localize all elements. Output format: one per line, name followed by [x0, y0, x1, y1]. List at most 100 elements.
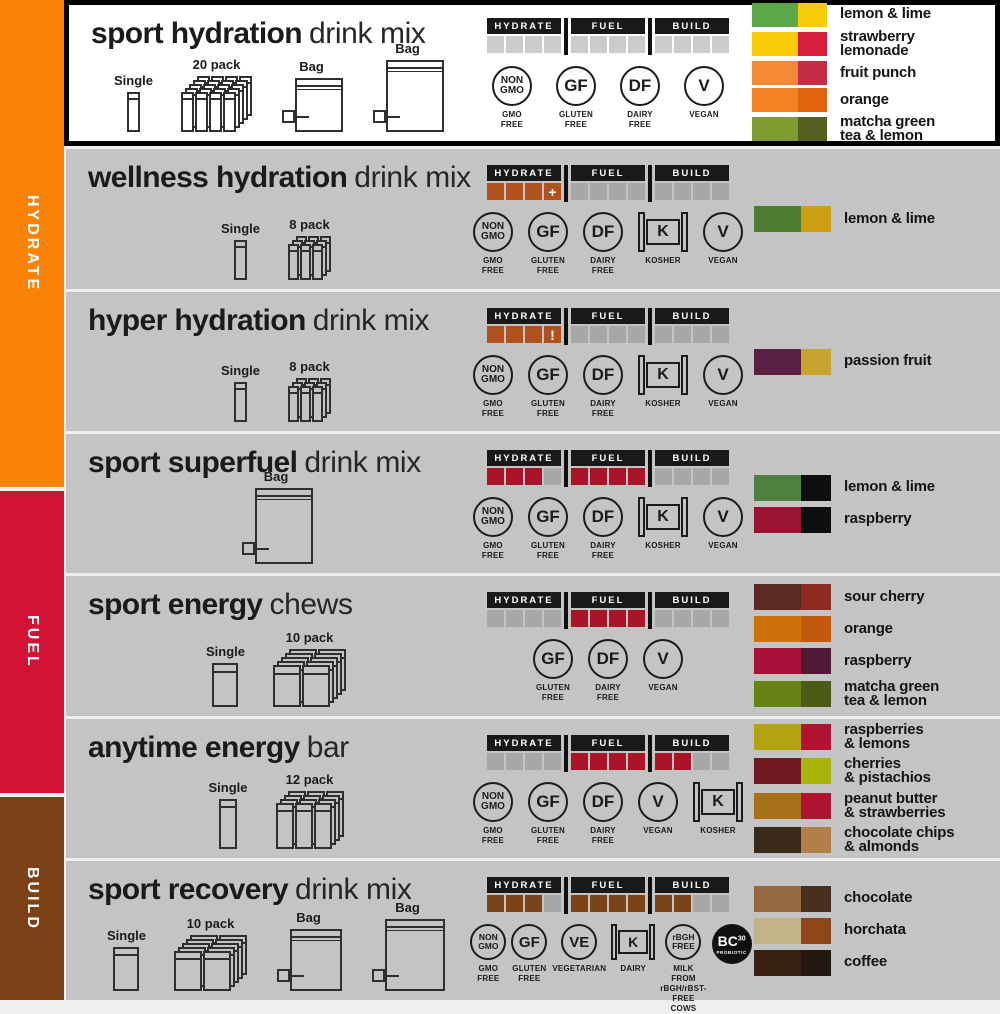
package-art-bag-l	[373, 60, 444, 132]
product-name-light: drink mix	[312, 304, 430, 337]
flavor-swatch	[752, 31, 827, 56]
package-label: Single	[205, 644, 245, 659]
flavor-label: sour cherry	[844, 587, 925, 605]
flavor-item: matcha green tea & lemon	[754, 679, 939, 709]
flavor-swatch	[754, 647, 831, 674]
meter-square	[674, 753, 691, 770]
flavor-list: sour cherry orange raspberry matcha green t…	[754, 576, 939, 716]
meter-squares	[655, 183, 729, 200]
badge-ve: VE VEGETARIAN	[552, 924, 606, 974]
meter-squares	[571, 183, 645, 200]
non-gmo-icon: NON GMO	[473, 782, 513, 822]
package-label: Single	[208, 780, 248, 795]
flavor-swatch-right	[801, 206, 831, 232]
flavor-label: chocolate	[844, 889, 913, 907]
package-art-pouch-sm	[113, 947, 140, 991]
product-row-sport-energy: sport energy chews Single 10 pack HYDRATE FUE…	[66, 576, 1000, 716]
badge-label: VEGAN	[708, 541, 738, 550]
df-icon: DF	[583, 782, 623, 822]
package-tube-8: 8 pack	[288, 359, 331, 422]
flavor-swatch	[754, 885, 831, 912]
badge-df: DF DAIRY FREE	[583, 355, 623, 419]
scoop	[372, 969, 399, 982]
package-group: Bag	[70, 469, 482, 564]
meter-squares	[571, 753, 645, 770]
meter-square: +	[544, 183, 561, 200]
meter-square	[712, 183, 729, 200]
nutrition-meter: HYDRATE! FUEL BUILD	[487, 308, 729, 345]
sidebar-label: HYDRATE	[24, 194, 41, 293]
meter-squares	[571, 610, 645, 627]
meter-header: BUILD	[655, 308, 729, 324]
package-art-bag-xl	[241, 488, 313, 564]
package-label: 20 pack	[192, 57, 241, 72]
v-icon: V	[703, 497, 743, 537]
sidebar-band-hydrate: HYDRATE	[0, 0, 64, 487]
product-name-bold: hyper hydration	[88, 304, 306, 337]
flavor-swatch-right	[801, 583, 831, 610]
badge-label: GMO FREE	[500, 110, 524, 129]
badge-kosher: K KOSHER	[638, 497, 688, 551]
meter-squares	[655, 753, 729, 770]
meter-squares	[655, 36, 729, 53]
package-tube: Single	[114, 73, 153, 132]
sidebar-band-fuel: FUEL	[0, 491, 64, 793]
meter-square	[525, 753, 542, 770]
package-bag-m7: Bag	[275, 910, 342, 991]
gf-icon: GF	[511, 924, 548, 960]
package-label: 8 pack	[289, 217, 330, 232]
badge-label: DAIRY FREE	[590, 541, 616, 560]
meter-square	[609, 753, 626, 770]
package-art-tube	[233, 240, 247, 280]
meter-header: BUILD	[655, 450, 729, 466]
kosher-scroll-icon: K	[638, 212, 688, 252]
badge-label: VEGAN	[689, 110, 719, 119]
flavor-item: raspberries & lemons	[754, 722, 954, 752]
meter-square	[544, 753, 561, 770]
flavor-swatch-right	[801, 474, 831, 501]
product-name-light: drink mix	[354, 161, 471, 194]
package-pouch-10: 10 pack	[273, 630, 346, 707]
badge-non-gmo: NON GMO GMO FREE	[473, 212, 513, 276]
product-title: wellness hydration drink mix	[88, 161, 471, 195]
badge-label: GMO FREE	[481, 256, 505, 275]
flavor-item: orange	[752, 88, 935, 112]
flavor-item: strawberry lemonade	[752, 29, 935, 59]
flavor-swatch-right	[801, 885, 831, 912]
package-art-tube-20	[181, 76, 252, 132]
badge-label: GMO FREE	[481, 399, 505, 418]
meter-square	[609, 468, 626, 485]
badge-v: V VEGAN	[638, 782, 678, 836]
scoop	[241, 542, 269, 555]
non-gmo-icon: NON GMO	[473, 497, 513, 537]
product-name-bold: sport superfuel	[88, 446, 298, 479]
meter-header: FUEL	[571, 18, 645, 34]
badge-bc30: BC30 PROBIOTIC	[711, 924, 752, 964]
badge-label: KOSHER	[645, 399, 681, 408]
certification-badges: NON GMO GMO FREE GF GLUTEN FREE DF DAIRY FREE…	[473, 497, 743, 561]
meter-square	[487, 326, 504, 343]
meter-square	[571, 183, 588, 200]
flavor-swatch	[754, 615, 831, 642]
flavor-label: lemon & lime	[844, 209, 935, 227]
flavor-swatch-left	[752, 31, 798, 56]
flavor-swatch-right	[798, 88, 827, 112]
v-icon: V	[638, 782, 678, 822]
meter-square	[655, 610, 672, 627]
flavor-label: cherries & pistachios	[844, 755, 931, 787]
badge-label: GMO FREE	[481, 826, 505, 845]
gf-icon: GF	[528, 212, 568, 252]
package-label: 12 pack	[285, 772, 334, 787]
badge-rbgh: rBGH FREE MILK FROM rBGH/rBST- FREE COWS	[660, 924, 706, 1014]
flavor-label: raspberry	[844, 651, 912, 669]
flavor-swatch-left	[754, 827, 801, 854]
meter-divider	[648, 877, 652, 914]
meter-square	[693, 610, 710, 627]
flavor-swatch-left	[754, 647, 801, 674]
meter-square	[487, 468, 504, 485]
package-bar: Single	[208, 780, 248, 849]
meter-group-hydrate: HYDRATE +	[487, 165, 561, 202]
flavor-swatch-right	[798, 31, 827, 56]
meter-squares	[571, 895, 645, 912]
flavor-item: raspberry	[754, 647, 939, 674]
